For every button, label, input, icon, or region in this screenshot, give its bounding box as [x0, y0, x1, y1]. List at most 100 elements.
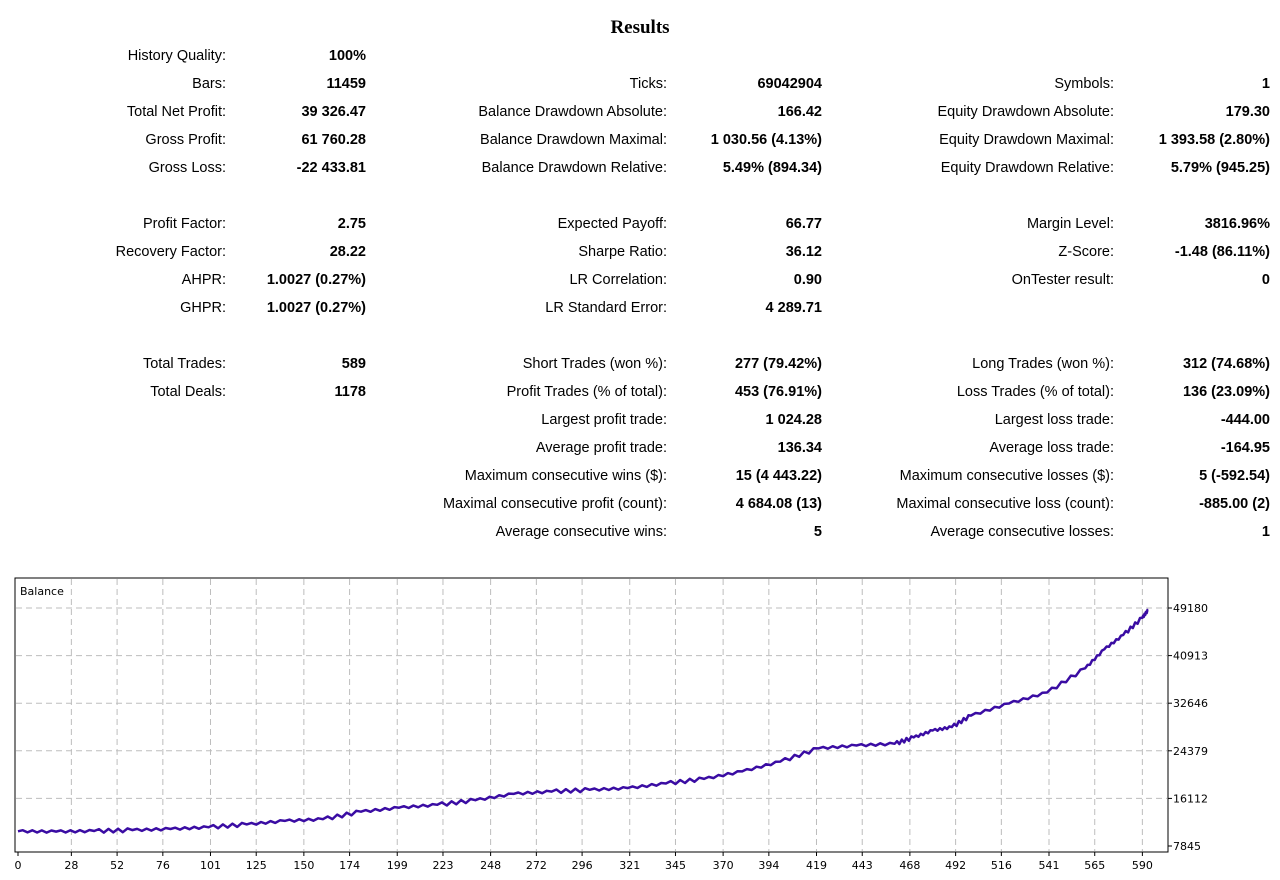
x-tick-label: 443	[852, 859, 873, 872]
x-tick-label: 516	[991, 859, 1012, 872]
stat-label: Margin Level:	[1026, 216, 1114, 232]
stat-value: 4 684.08 (13)	[735, 496, 822, 512]
stat-label: Symbols:	[1054, 76, 1114, 92]
stat-value: 1178	[334, 384, 366, 400]
stat-label: AHPR:	[181, 272, 226, 288]
stat-value: 11459	[326, 76, 366, 92]
x-tick-label: 272	[526, 859, 547, 872]
y-tick-label: 24379	[1173, 745, 1208, 758]
stat-label: Equity Drawdown Absolute:	[937, 104, 1114, 120]
stat-label: Ticks:	[629, 76, 667, 92]
stat-label: Expected Payoff:	[557, 216, 667, 232]
stat-value: 0	[1261, 272, 1270, 288]
x-tick-label: 345	[665, 859, 686, 872]
stat-label: Recovery Factor:	[115, 244, 226, 260]
stat-label: History Quality:	[127, 48, 226, 64]
stat-value: 0.90	[793, 272, 822, 288]
x-tick-label: 468	[899, 859, 920, 872]
stat-label: Total Deals:	[150, 384, 226, 400]
stat-value: 39 326.47	[301, 104, 366, 120]
y-tick-label: 49180	[1173, 602, 1208, 615]
x-tick-label: 125	[246, 859, 267, 872]
stat-value: 5.49% (894.34)	[722, 160, 822, 176]
stat-value: 136 (23.09%)	[1182, 384, 1270, 400]
stat-label: Gross Loss:	[148, 160, 226, 176]
stat-value: 5.79% (945.25)	[1170, 160, 1270, 176]
x-tick-label: 321	[619, 859, 640, 872]
stat-value: 5	[813, 524, 822, 540]
y-tick-label: 40913	[1173, 650, 1208, 663]
stat-label: Balance Drawdown Maximal:	[480, 132, 667, 148]
stat-value: 136.34	[777, 440, 822, 456]
stat-label: Balance Drawdown Relative:	[481, 160, 667, 176]
stat-label: GHPR:	[180, 300, 226, 316]
y-tick-label: 16112	[1173, 792, 1208, 805]
stat-value: 28.22	[329, 244, 366, 260]
stat-label: Maximal consecutive loss (count):	[896, 496, 1114, 512]
stat-value: 36.12	[785, 244, 822, 260]
stat-value: 69042904	[757, 76, 822, 92]
stat-label: Maximum consecutive wins ($):	[464, 468, 667, 484]
x-tick-label: 370	[713, 859, 734, 872]
stat-value: 1 024.28	[765, 412, 822, 428]
y-axis-ticks: 7845 16112 24379 32646 40913 49180	[1168, 602, 1208, 853]
x-tick-label: 28	[64, 859, 78, 872]
stat-label: LR Standard Error:	[545, 300, 667, 316]
stat-label: Gross Profit:	[145, 132, 226, 148]
stat-value: -164.95	[1220, 440, 1270, 456]
stat-label: Loss Trades (% of total):	[956, 384, 1114, 400]
y-tick-label: 32646	[1173, 697, 1208, 710]
stat-value: -885.00 (2)	[1199, 496, 1270, 512]
stat-label: Profit Factor:	[143, 216, 226, 232]
stat-value: 100%	[328, 48, 366, 64]
stat-label: Balance Drawdown Absolute:	[478, 104, 667, 120]
stat-label: LR Correlation:	[569, 272, 667, 288]
x-tick-label: 565	[1084, 859, 1105, 872]
x-tick-label: 76	[156, 859, 170, 872]
stat-label: Bars:	[192, 76, 226, 92]
stat-value: 1 393.58 (2.80%)	[1158, 132, 1270, 148]
stat-value: 15 (4 443.22)	[735, 468, 822, 484]
stat-value: 277 (79.42%)	[734, 356, 822, 372]
stat-value: 1	[1261, 524, 1270, 540]
stat-label: Long Trades (won %):	[972, 356, 1114, 372]
x-tick-label: 296	[572, 859, 593, 872]
stat-value: 61 760.28	[301, 132, 366, 148]
stat-label: Equity Drawdown Maximal:	[939, 132, 1114, 148]
stat-label: Average profit trade:	[535, 440, 667, 456]
stat-label: Average consecutive wins:	[495, 524, 667, 540]
stat-value: 4 289.71	[765, 300, 822, 316]
stat-label: Short Trades (won %):	[522, 356, 667, 372]
x-tick-label: 223	[432, 859, 453, 872]
y-tick-label: 7845	[1173, 840, 1201, 853]
x-tick-label: 590	[1132, 859, 1153, 872]
stat-label: OnTester result:	[1011, 272, 1114, 288]
stat-value: 5 (-592.54)	[1199, 468, 1270, 484]
stat-value: 66.77	[785, 216, 822, 232]
stat-label: Average loss trade:	[989, 440, 1114, 456]
chart-grid	[16, 579, 1167, 851]
stat-value: 312 (74.68%)	[1182, 356, 1270, 372]
x-tick-label: 541	[1038, 859, 1059, 872]
x-tick-label: 492	[945, 859, 966, 872]
stat-label: Average consecutive losses:	[930, 524, 1114, 540]
x-tick-label: 394	[758, 859, 779, 872]
stat-label: Z-Score:	[1058, 244, 1114, 260]
x-axis-ticks: 0 28 52 76 101 125 150 174 199 223 248 272 296 321 345…	[15, 852, 1153, 872]
stat-value: -22 433.81	[296, 160, 366, 176]
x-tick-label: 52	[110, 859, 124, 872]
stat-value: 166.42	[777, 104, 822, 120]
stat-label: Equity Drawdown Relative:	[940, 160, 1114, 176]
chart-legend-balance: Balance	[20, 585, 64, 598]
stat-label: Total Trades:	[142, 356, 226, 372]
stat-value: 1 030.56 (4.13%)	[710, 132, 822, 148]
stat-label: Sharpe Ratio:	[578, 244, 667, 260]
stat-label: Largest profit trade:	[541, 412, 667, 428]
x-tick-label: 174	[339, 859, 360, 872]
stat-value: 2.75	[337, 216, 366, 232]
x-tick-label: 150	[293, 859, 314, 872]
stat-label: Maximum consecutive losses ($):	[899, 468, 1114, 484]
stat-value: -1.48 (86.11%)	[1174, 244, 1270, 260]
stat-value: 3816.96%	[1204, 216, 1270, 232]
balance-chart: 0 28 52 76 101 125 150 174 199 223 248 272 296 321 345…	[14, 577, 1208, 872]
